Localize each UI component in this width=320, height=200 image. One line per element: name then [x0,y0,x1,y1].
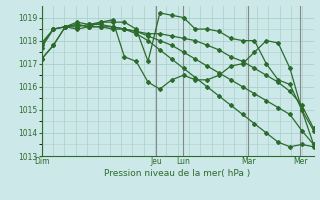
X-axis label: Pression niveau de la mer( hPa ): Pression niveau de la mer( hPa ) [104,169,251,178]
